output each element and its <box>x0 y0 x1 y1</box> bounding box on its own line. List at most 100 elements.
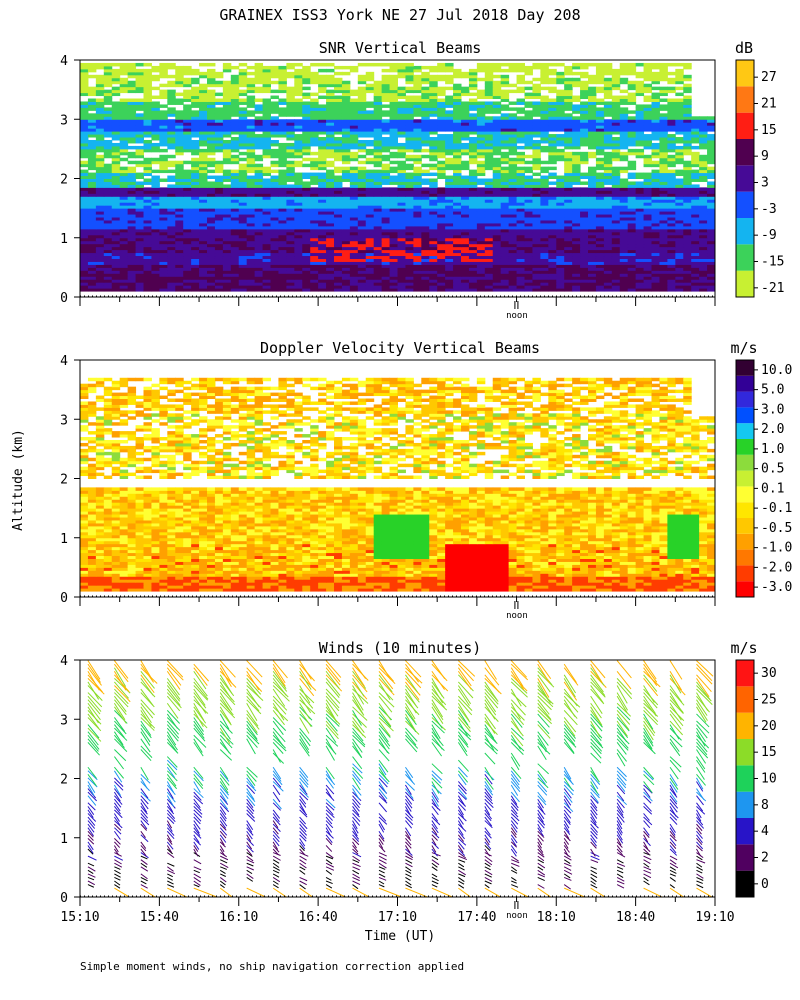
snr-cell <box>564 255 573 259</box>
snr-cell <box>80 237 89 242</box>
snr-cell <box>357 160 367 165</box>
snr-cell <box>508 237 518 242</box>
snr-cell <box>183 89 192 94</box>
snr-cell <box>548 196 557 200</box>
snr-cell <box>175 252 184 257</box>
snr-cell <box>595 243 605 248</box>
snr-cell <box>334 261 343 265</box>
snr-cell <box>405 258 414 262</box>
snr-cell <box>373 89 383 94</box>
snr-cell <box>111 190 121 194</box>
snr-cell <box>405 243 414 248</box>
snr-cell <box>437 243 446 248</box>
snr-cell <box>262 145 271 150</box>
snr-cell <box>683 249 692 254</box>
snr-cell <box>659 217 668 221</box>
snr-cell <box>199 217 208 221</box>
snr-cell <box>310 219 319 224</box>
snr-cell <box>659 193 668 197</box>
snr-cell <box>492 175 502 179</box>
snr-cell <box>127 190 137 194</box>
snr-cell <box>564 160 573 165</box>
snr-cell <box>230 104 240 108</box>
snr-cell <box>659 246 668 251</box>
snr-cell <box>580 202 589 206</box>
snr-cell <box>611 175 621 179</box>
snr-cell <box>389 116 398 120</box>
snr-cell <box>278 113 287 117</box>
snr-cell <box>381 255 391 259</box>
snr-cell <box>564 151 573 156</box>
snr-cell <box>675 122 684 126</box>
snr-cell <box>167 95 176 100</box>
snr-cell <box>683 196 692 200</box>
snr-cell <box>310 116 319 120</box>
snr-cell <box>310 181 319 185</box>
snr-cell <box>461 181 470 185</box>
snr-cell <box>294 172 303 177</box>
snr-cell <box>87 142 97 147</box>
snr-cell <box>540 279 549 283</box>
snr-cell <box>214 258 224 262</box>
snr-cell <box>167 122 176 126</box>
snr-cell <box>413 270 422 274</box>
snr-cell <box>191 181 200 185</box>
snr-cell <box>294 264 303 268</box>
snr-cell <box>326 237 335 242</box>
snr-cell <box>95 237 105 242</box>
snr-cell <box>524 145 533 150</box>
snr-cell <box>619 196 629 200</box>
snr-cell <box>437 92 446 97</box>
snr-cell <box>278 208 287 212</box>
snr-cell <box>143 181 152 185</box>
snr-cell <box>80 107 89 111</box>
snr-cell <box>111 166 121 171</box>
snr-cell <box>548 234 557 239</box>
snr-cell <box>580 285 589 289</box>
snr-cell <box>230 119 240 123</box>
snr-cell <box>468 113 478 117</box>
snr-cell <box>135 273 144 277</box>
snr-cell <box>341 157 351 162</box>
snr-cell <box>675 211 684 215</box>
snr-cell <box>207 205 216 209</box>
snr-cell <box>691 243 700 248</box>
snr-cell <box>516 255 525 259</box>
snr-cell <box>437 228 446 233</box>
snr-cell <box>167 208 176 212</box>
snr-cell <box>294 202 303 206</box>
snr-cell <box>183 116 192 120</box>
snr-cell <box>691 154 700 159</box>
snr-cell <box>119 199 129 203</box>
snr-cell <box>95 119 105 123</box>
snr-cell <box>310 160 319 165</box>
snr-cell <box>191 95 200 100</box>
snr-cell <box>95 154 105 159</box>
snr-cell <box>476 160 486 165</box>
snr-cell <box>683 169 692 174</box>
snr-cell <box>461 243 470 248</box>
snr-cell <box>468 219 478 224</box>
snr-cell <box>492 208 502 212</box>
snr-cell <box>413 139 422 144</box>
snr-cell <box>341 166 351 171</box>
snr-cell <box>175 211 184 215</box>
snr-cell <box>175 217 184 221</box>
snr-cell <box>627 252 637 257</box>
snr-cell <box>151 142 160 147</box>
snr-cell <box>87 231 97 236</box>
snr-cell <box>286 110 295 114</box>
snr-cell <box>468 101 478 105</box>
snr-cell <box>357 261 367 265</box>
snr-cell <box>389 181 398 185</box>
snr-cell <box>524 246 533 251</box>
snr-cell <box>80 92 89 97</box>
snr-cell <box>429 142 438 147</box>
snr-cell <box>389 145 398 150</box>
snr-cell <box>119 225 129 230</box>
snr-cell <box>87 276 97 280</box>
snr-cell <box>326 148 335 153</box>
snr-cell <box>508 288 518 292</box>
snr-cell <box>524 193 533 197</box>
snr-cell <box>365 178 375 182</box>
